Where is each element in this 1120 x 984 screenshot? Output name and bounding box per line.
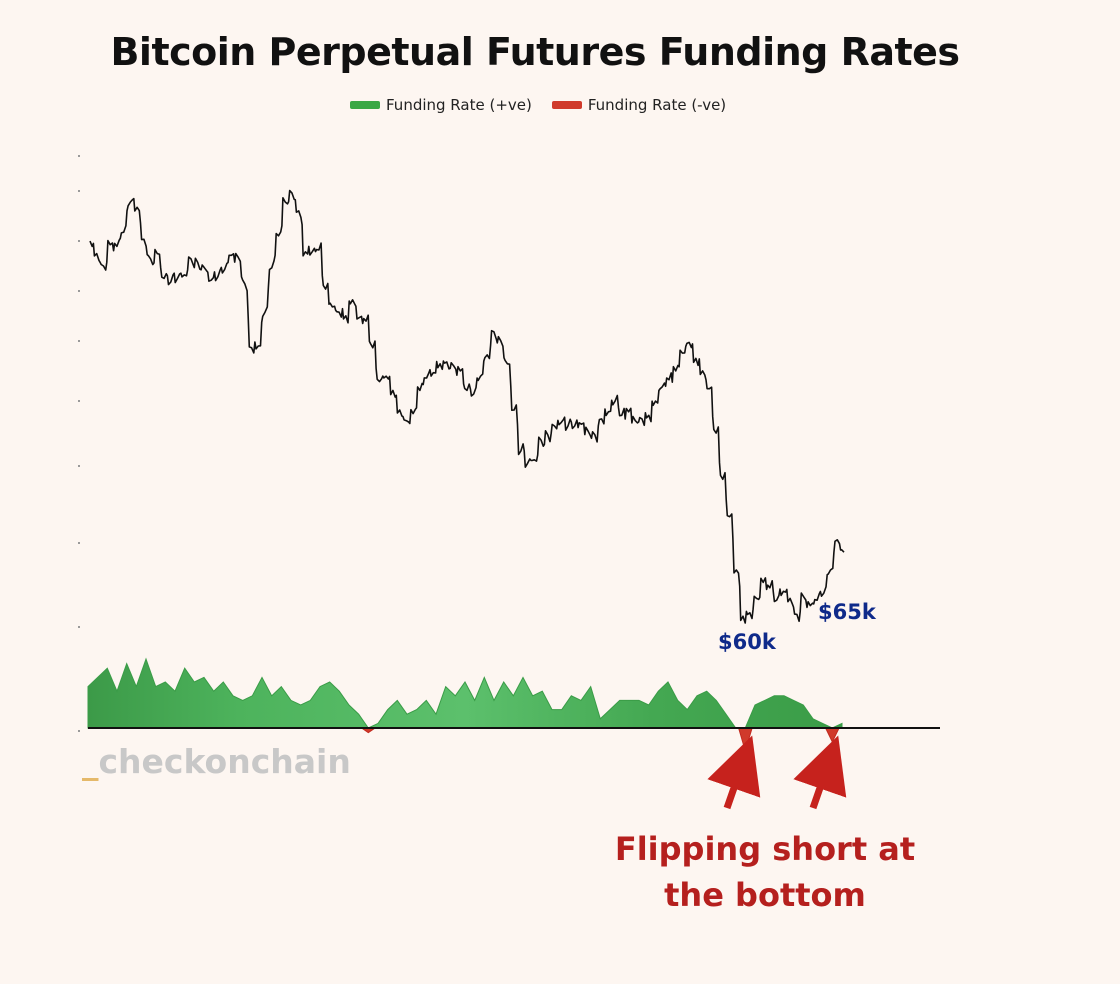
legend-label-positive: Funding Rate (+ve) (386, 96, 532, 114)
y-axis-ticks (78, 155, 80, 732)
legend-swatch-negative (551, 101, 582, 109)
y-tick-1 (78, 190, 80, 192)
price-label-65k: $65k (818, 600, 876, 624)
watermark-underscore: _ (82, 742, 99, 781)
y-tick-0 (78, 155, 80, 157)
watermark-text: checkonchain (98, 742, 351, 781)
funding-rate-area (87, 657, 843, 753)
callout-line-2: the bottom (664, 876, 866, 914)
y-tick-7 (78, 542, 80, 544)
callout-arrow-right (793, 735, 847, 810)
chart-legend: Funding Rate (+ve) Funding Rate (-ve) (350, 96, 726, 114)
y-tick-8 (78, 626, 80, 628)
callout-arrow-left (707, 735, 761, 810)
funding-positive-area (87, 657, 843, 729)
y-tick-3 (78, 290, 80, 292)
funding-negative-spike (737, 727, 753, 753)
legend-item-negative[interactable]: Funding Rate (-ve) (551, 96, 727, 114)
price-line-group (89, 189, 845, 624)
funding-negative-spike (824, 727, 840, 743)
watermark: _checkonchain (82, 742, 351, 781)
price-line (89, 189, 845, 624)
price-label-60k: $60k (718, 630, 776, 654)
legend-swatch-positive (350, 101, 380, 109)
y-tick-4 (78, 340, 80, 342)
y-tick-6 (78, 465, 80, 467)
callout-text: Flipping short at the bottom (610, 826, 920, 918)
callout-line-1: Flipping short at (614, 830, 916, 868)
y-tick-2 (78, 240, 80, 242)
legend-label-negative: Funding Rate (-ve) (587, 96, 727, 114)
legend-item-positive[interactable]: Funding Rate (+ve) (350, 96, 532, 114)
y-tick-5 (78, 400, 80, 402)
chart-title: Bitcoin Perpetual Futures Funding Rates (110, 30, 960, 74)
y-tick-9 (78, 730, 80, 732)
